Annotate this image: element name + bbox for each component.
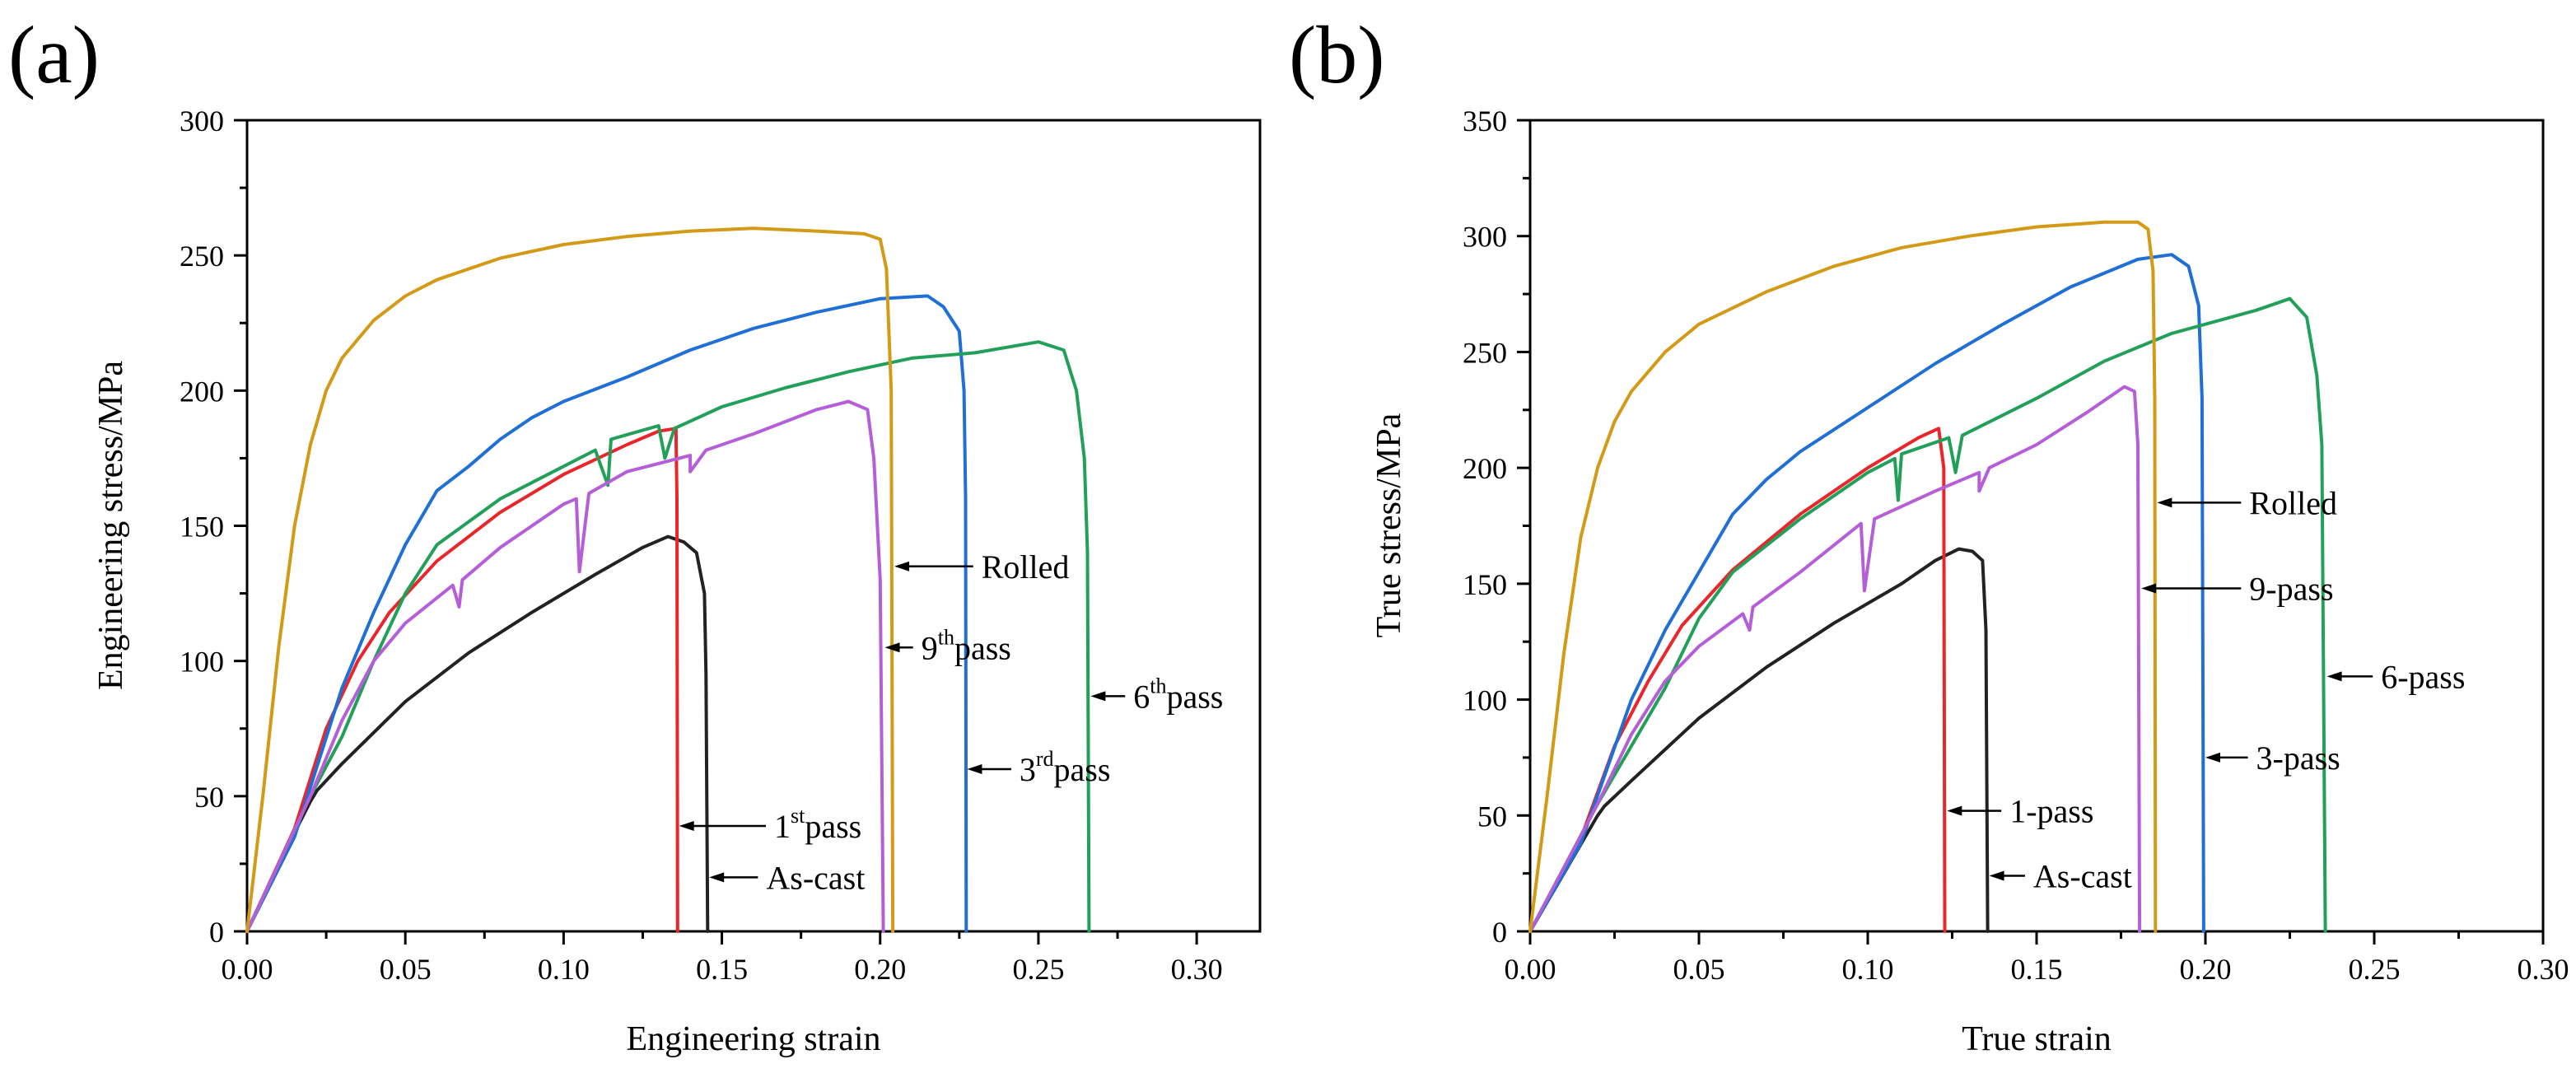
annotation-label-6thpass: 6thpass — [1133, 674, 1223, 715]
y-tick-label: 100 — [180, 646, 224, 679]
x-tick-label: 0.25 — [1012, 953, 1064, 986]
y-tick-label: 100 — [1463, 684, 1507, 717]
y-tick-label: 0 — [209, 916, 224, 949]
panel-b-series — [1528, 220, 2327, 933]
x-tick-label: 0.25 — [2349, 953, 2401, 986]
annotation-arrowhead-6thpass — [1090, 691, 1106, 702]
annotation-label-3-pass: 3-pass — [2256, 739, 2340, 777]
annotation-label-as-cast: As-cast — [2033, 857, 2132, 894]
panel-b-label: (b) — [1289, 9, 1385, 100]
panel-a-annotations: Rolled 9thpass 6thpass 3rdpass 1stpass As-cas… — [679, 548, 1223, 896]
y-tick-label: 200 — [1463, 452, 1507, 485]
annotation-arrowhead-9thpass — [884, 642, 900, 653]
annotation-label-rolled: Rolled — [982, 548, 1070, 585]
annotation-label-6-pass: 6-pass — [2381, 658, 2465, 695]
annotation-arrowhead-3rdpass — [967, 764, 982, 774]
annotation-arrowhead-rolled — [2157, 497, 2172, 508]
y-tick-label: 50 — [1477, 800, 1507, 833]
y-tick-label: 50 — [194, 781, 224, 814]
panel-a-x-ticks: 0.00 0.05 0.10 0.15 0.20 0.25 0.30 — [222, 931, 1223, 986]
annotation-label-1-pass: 1-pass — [2009, 793, 2093, 830]
annotation-arrowhead-as-cast — [1989, 870, 2004, 881]
x-tick-label: 0.20 — [854, 953, 906, 986]
y-tick-label: 0 — [1492, 916, 1507, 949]
y-tick-label: 200 — [180, 375, 224, 408]
x-tick-label: 0.30 — [2518, 953, 2569, 986]
x-tick-label: 0.05 — [380, 953, 432, 986]
y-tick-label: 250 — [180, 240, 224, 273]
panel-b-y-axis-title: True stress/MPa — [1370, 413, 1408, 637]
annotation-label-1stpass: 1stpass — [774, 804, 861, 845]
y-tick-label: 150 — [180, 511, 224, 543]
series-line-as-cast — [245, 534, 710, 933]
panel-a-y-axis-title: Engineering stress/MPa — [92, 361, 130, 690]
x-tick-label: 0.00 — [222, 953, 273, 986]
series-line-9th-pass — [245, 399, 885, 933]
annotation-arrowhead-1stpass — [679, 820, 694, 831]
panel-a-plot-frame — [245, 119, 1262, 933]
annotation-arrowhead-as-cast — [709, 872, 725, 883]
annotation-arrowhead-3-pass — [2205, 752, 2220, 763]
panel-a: (a) 0.00 0.05 0.10 0.15 0.20 0.25 0.30 0 50 100 1… — [8, 9, 1262, 1058]
annotation-arrowhead-1-pass — [1947, 805, 1962, 816]
panel-a-label: (a) — [8, 9, 100, 100]
x-tick-label: 0.30 — [1171, 953, 1223, 986]
panel-b-x-ticks: 0.00 0.05 0.10 0.15 0.20 0.25 0.30 — [1505, 931, 2569, 986]
y-tick-label: 300 — [180, 105, 224, 138]
panel-a-series — [245, 226, 1091, 933]
series-line-3-pass — [1528, 253, 2205, 933]
series-line-3rd-pass — [245, 294, 968, 933]
annotation-arrowhead-rolled — [894, 561, 910, 571]
series-line-rolled — [1528, 220, 2158, 933]
y-tick-label: 350 — [1463, 105, 1507, 138]
annotation-label-as-cast: As-cast — [766, 859, 865, 896]
panel-b: (b) 0.00 0.05 0.10 0.15 0.20 0.25 0.30 0 50 100 1… — [1289, 9, 2569, 1058]
annotation-label-rolled: Rolled — [2249, 484, 2337, 521]
series-line-1st-pass — [245, 427, 679, 933]
x-tick-label: 0.10 — [538, 953, 590, 986]
x-tick-label: 0.00 — [1505, 953, 1556, 986]
annotation-label-3rdpass: 3rdpass — [1020, 747, 1111, 788]
series-line-as-cast — [1528, 547, 1990, 933]
y-tick-label: 300 — [1463, 221, 1507, 254]
panel-a-y-ticks: 0 50 100 150 200 250 300 — [180, 105, 247, 949]
series-line-1-pass — [1528, 427, 1947, 933]
annotation-label-9thpass: 9thpass — [922, 625, 1011, 666]
x-tick-label: 0.20 — [2180, 953, 2232, 986]
x-tick-label: 0.15 — [2011, 953, 2063, 986]
x-tick-label: 0.05 — [1673, 953, 1725, 986]
series-line-6-pass — [1528, 296, 2327, 933]
y-tick-label: 150 — [1463, 568, 1507, 601]
y-tick-label: 250 — [1463, 336, 1507, 369]
x-tick-label: 0.10 — [1842, 953, 1894, 986]
series-line-9-pass — [1528, 385, 2142, 933]
annotation-arrowhead-6-pass — [2326, 671, 2342, 682]
annotation-label-9-pass: 9-pass — [2249, 570, 2333, 607]
panel-b-x-axis-title: True strain — [1962, 1020, 2112, 1058]
panel-b-annotations: Rolled 9-pass 6-pass 3-pass 1-pass As-cast — [1947, 484, 2465, 894]
x-tick-label: 0.15 — [696, 953, 748, 986]
series-line-rolled — [245, 226, 895, 933]
annotation-arrowhead-9-pass — [2141, 583, 2157, 594]
series-line-6th-pass — [245, 340, 1091, 933]
panel-b-y-ticks: 0 50 100 150 200 250 300 350 — [1463, 105, 1530, 949]
panel-a-x-axis-title: Engineering strain — [626, 1020, 880, 1058]
